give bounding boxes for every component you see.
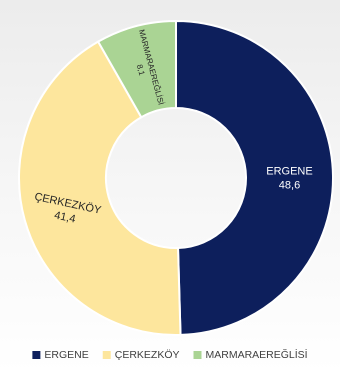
data-label-value: 48,6: [279, 179, 300, 191]
data-label-category: ERGENE: [266, 165, 312, 177]
data-label-value: 8,1: [135, 63, 147, 77]
slice-marmaraereglisi: [96, 19, 177, 119]
donut-slices: [18, 19, 334, 336]
legend-swatch-cerkezkoy: [102, 351, 111, 359]
legend-swatch-marmaraereglisi: [193, 351, 202, 359]
slice-cerkezkoy: [18, 40, 182, 336]
slice-ergene: [175, 19, 334, 336]
legend-label-ergene: ERGENE: [44, 349, 88, 361]
legend-label-marmaraereglisi: MARMARAEREĞLİSİ: [206, 348, 308, 361]
data-label-value: 41,4: [53, 209, 76, 225]
data-label-ergene: ERGENE 48,6: [266, 165, 312, 191]
legend: ERGENE ÇERKEZKÖY MARMARAEREĞLİSİ: [32, 348, 308, 361]
legend-label-cerkezkoy: ÇERKEZKÖY: [115, 349, 180, 361]
legend-swatch-ergene: [32, 351, 41, 359]
